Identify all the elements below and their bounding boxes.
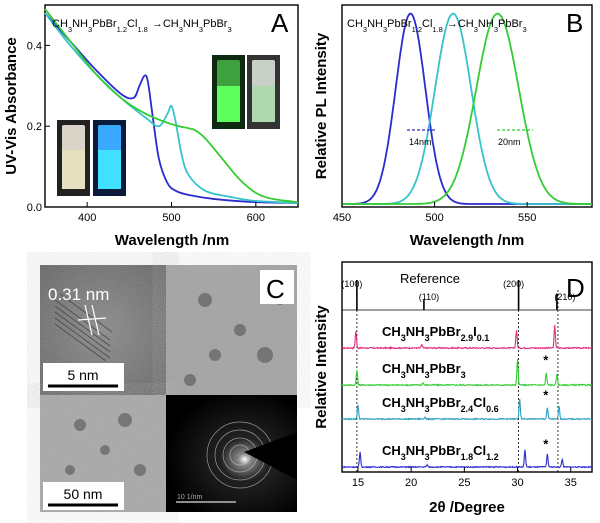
panel-a-ytick-label: 0.0 bbox=[27, 202, 42, 214]
panel-b-frame bbox=[341, 4, 593, 208]
panel-d-ylabel: Relative Intensity bbox=[313, 305, 330, 429]
reference-label: Reference bbox=[400, 271, 460, 286]
beam-stopper bbox=[244, 432, 297, 480]
xrd-pattern-label-1: CH3NH3PbBr2.9I0.1 bbox=[382, 324, 489, 343]
panel-b-xtick-label: 450 bbox=[333, 212, 351, 224]
panel-d-ticks: 15 20 25 30 35 bbox=[352, 467, 577, 489]
lattice-spacing-marker bbox=[77, 304, 107, 336]
panel-d-reference-pattern: (100) (110) (200) (210) bbox=[341, 279, 592, 311]
panel-b-series-line-3 bbox=[342, 12, 592, 205]
fwhm-label-14nm: 14nm bbox=[409, 137, 432, 147]
panel-c-letter: C bbox=[266, 274, 285, 304]
panel-d-xtick-label: 35 bbox=[565, 477, 577, 489]
panel-b-series-line-1 bbox=[342, 12, 592, 205]
cuvette-photo-blue-fluorescence bbox=[93, 120, 126, 196]
panel-d-xtick-label: 20 bbox=[405, 477, 417, 489]
panel-a-series-line-3 bbox=[44, 8, 299, 204]
cuvette-photo-left bbox=[57, 120, 90, 196]
panel-a-ytick-label: 0.2 bbox=[27, 121, 42, 133]
panel-a-series-line-1 bbox=[44, 12, 299, 204]
panel-b-pl-chart: 450 500 550 CH3NH3PbBr1.2Cl1.8 →CH3NH3PbBr3… bbox=[313, 4, 593, 249]
panel-d-xtick-label: 25 bbox=[458, 477, 470, 489]
panel-a-reaction-label: CH3NH3PbBr1.2Cl1.8 →CH3NH3PbBr3 bbox=[52, 18, 232, 34]
xrd-pattern-label-4: CH3NH3PbBr1.8Cl1.2 bbox=[382, 443, 499, 462]
lattice-spacing-label: 0.31 nm bbox=[48, 285, 109, 304]
panel-d-xtick-label: 30 bbox=[511, 477, 523, 489]
panel-b-series-line-2 bbox=[342, 12, 592, 205]
panel-a-xtick-label: 600 bbox=[247, 212, 265, 224]
saed-scale-label: 10 1/nm bbox=[177, 494, 202, 501]
panel-a-xtick-label: 500 bbox=[162, 212, 180, 224]
reference-peak-label: (100) bbox=[341, 279, 362, 289]
panel-a-xtick-label: 400 bbox=[78, 212, 96, 224]
panel-b-xtick-label: 500 bbox=[425, 212, 443, 224]
xrd-pattern-label-2: CH3NH3PbBr3 bbox=[382, 361, 466, 380]
panel-d-xtick-label: 15 bbox=[352, 477, 364, 489]
panel-d-xlabel: 2θ /Degree bbox=[429, 499, 505, 516]
panel-a-absorbance-chart: 400 500 600 0.0 0.2 0.4 CH3NH3PbBr1.2Cl1.8 →CH… bbox=[3, 4, 299, 249]
xrd-pattern-label-3: CH3NH3PbBr2.4Cl0.6 bbox=[382, 395, 499, 414]
xrd-pattern-line-1 bbox=[342, 324, 593, 350]
panel-b-xtick-label: 550 bbox=[518, 212, 536, 224]
panel-b-reaction-label: CH3NH3PbBr1.2Cl1.8 →CH3NH3PbBr3 bbox=[347, 18, 527, 34]
scalebar-50nm-label: 50 nm bbox=[64, 486, 103, 502]
panel-c-tem-images: 0.31 nm 5 nm 50 nm 10 1/nm C bbox=[40, 265, 297, 512]
xrd-pattern-line-3 bbox=[341, 398, 593, 421]
impurity-star-marker: * bbox=[543, 388, 549, 403]
panel-a-series bbox=[44, 8, 299, 204]
reference-peak-label: (200) bbox=[503, 279, 524, 289]
panel-d-xrd-chart: (100)(110)(200)(210) CH3NH3PbBr2.9I0.1CH… bbox=[313, 261, 593, 516]
fwhm-label-20nm: 20nm bbox=[498, 137, 521, 147]
panel-b-ylabel: Relative PL Intensity bbox=[313, 32, 330, 179]
panel-d-letter: D bbox=[566, 273, 585, 303]
impurity-star-marker: * bbox=[543, 353, 549, 368]
panel-b-ticks: 450 500 550 bbox=[333, 202, 536, 224]
panel-d-frame bbox=[341, 261, 593, 473]
panel-a-xlabel: Wavelength /nm bbox=[115, 232, 229, 249]
panel-b-xlabel: Wavelength /nm bbox=[410, 232, 524, 249]
panel-b-letter: B bbox=[566, 8, 583, 38]
reference-peak-label: (210) bbox=[554, 292, 575, 302]
panel-b-series bbox=[342, 12, 592, 205]
panel-d-series: CH3NH3PbBr2.9I0.1 CH3NH3PbBr3 * CH3NH3PbBr2… bbox=[341, 324, 593, 469]
nanocrystal-dots bbox=[65, 293, 285, 476]
xrd-pattern-line-2 bbox=[341, 359, 593, 387]
panel-a-ylabel: UV-Vis Absorbance bbox=[3, 37, 20, 175]
panel-a-ticks: 400 500 600 0.0 0.2 0.4 bbox=[27, 40, 265, 224]
panel-a-letter: A bbox=[271, 8, 289, 38]
cuvette-photo-right bbox=[247, 55, 280, 129]
scalebar-5nm-label: 5 nm bbox=[67, 367, 98, 383]
panel-c-letter-box bbox=[260, 270, 294, 304]
cuvette-photo-green-fluorescence bbox=[212, 55, 245, 129]
panel-a-ytick-label: 0.4 bbox=[27, 40, 42, 52]
xrd-pattern-line-4 bbox=[341, 449, 593, 469]
impurity-star-marker: * bbox=[543, 437, 549, 452]
reference-peak-label: (110) bbox=[419, 292, 439, 302]
